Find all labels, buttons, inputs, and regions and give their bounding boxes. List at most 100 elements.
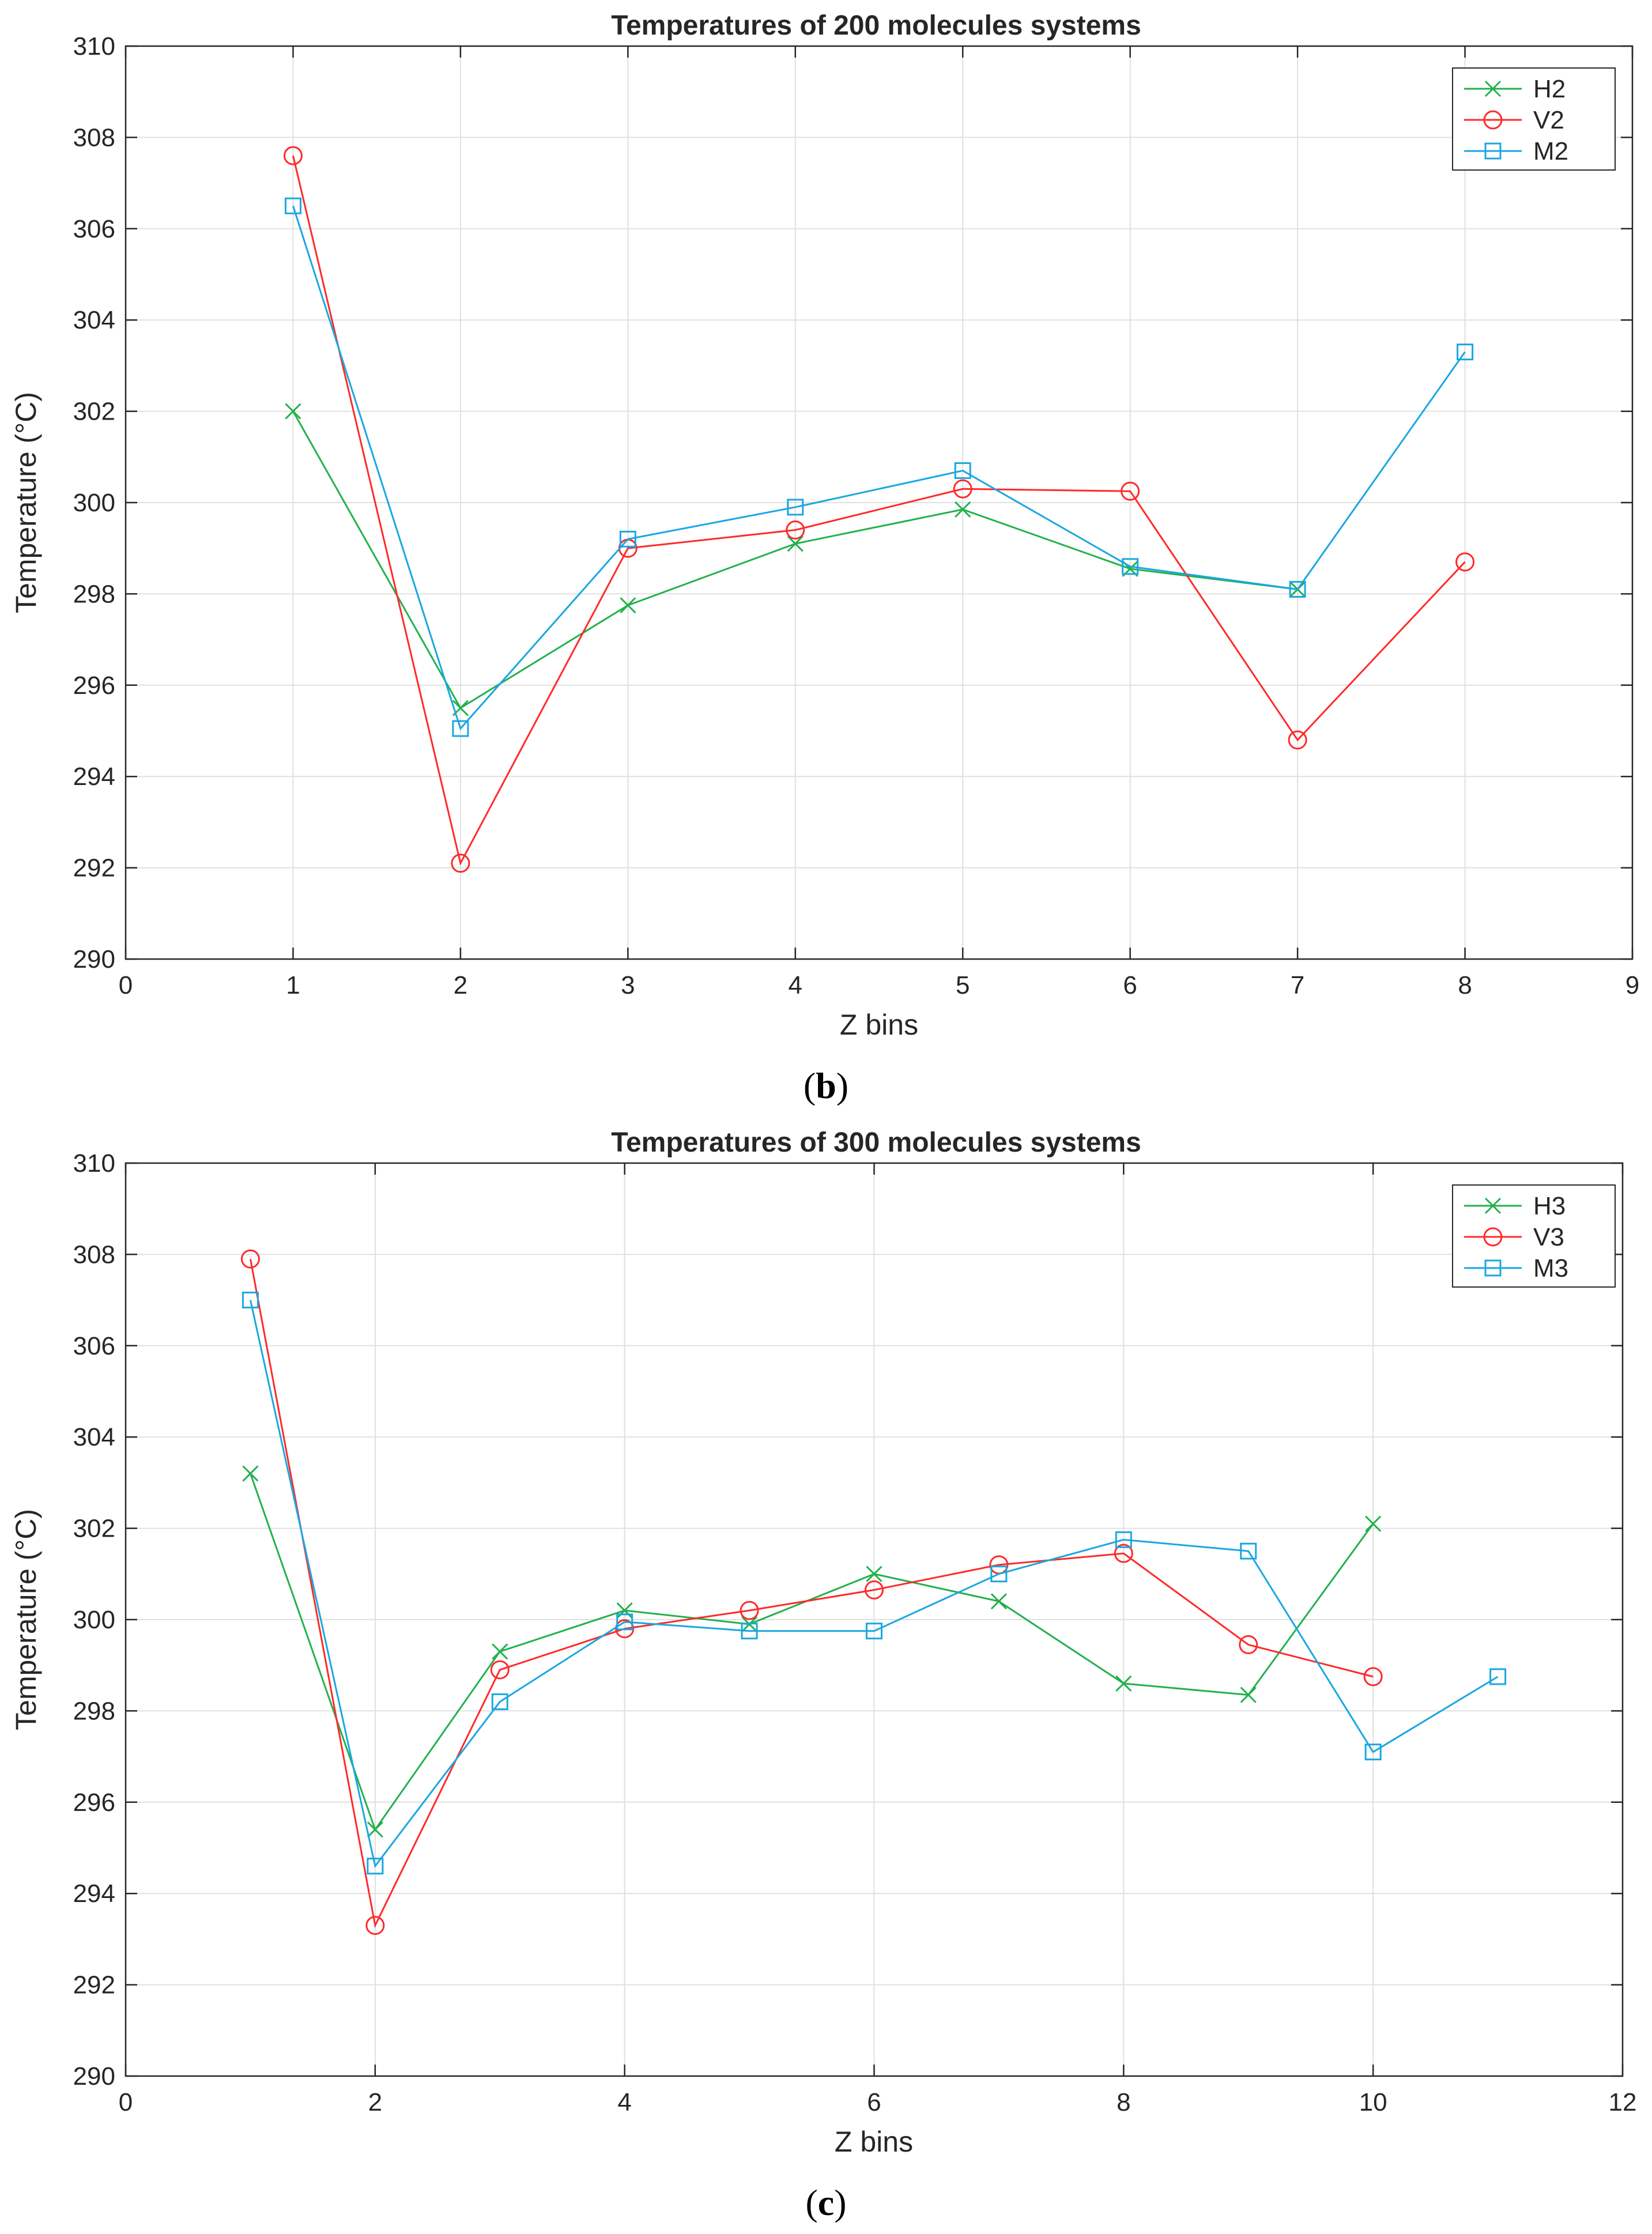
legend: H3 V3 M3 [1452,1184,1616,1288]
data-point-m2 [954,462,971,480]
data-point-h2 [955,501,971,518]
data-point-v3 [365,1916,385,1935]
data-point-v2 [786,520,805,540]
x-tick-label: 12 [1609,2088,1637,2116]
data-point-m3 [242,1292,259,1309]
x-tick-label: 7 [1291,971,1304,999]
legend-item-m3: M3 [1464,1254,1568,1282]
y-axis-label: Temperature (°C) [10,392,42,613]
series-line-m3 [249,1300,1499,1869]
data-point-m3 [491,1693,508,1711]
x-tick-label: 0 [119,971,133,999]
y-tick-label: 290 [73,2062,115,2090]
x-tick-label: 6 [1123,971,1137,999]
data-point-m3 [990,1565,1008,1583]
legend-label: V2 [1533,106,1564,134]
series-line-m2 [292,205,1466,731]
data-point-v3 [1363,1667,1383,1686]
grid-lines [125,1163,1623,2077]
data-point-h2 [285,403,301,420]
x-tick-label: 4 [617,2088,631,2116]
data-point-h2 [620,597,636,614]
series-layer [283,146,1475,873]
data-point-m3 [367,1858,384,1875]
legend-marker [1483,1227,1503,1247]
y-tick-label: 308 [73,1240,115,1269]
data-point-v2 [283,146,303,165]
data-point-v2 [1288,730,1307,750]
data-point-v3 [740,1601,759,1620]
data-point-v3 [490,1660,510,1680]
data-point-h3 [1240,1686,1257,1703]
data-point-v2 [953,479,972,499]
y-tick-label: 300 [73,1606,115,1634]
series-v2 [283,146,1475,873]
series-v3 [240,1249,1383,1935]
chart-title: Temperatures of 300 molecules systems [611,1127,1141,1158]
y-tick-label: 294 [73,1880,115,1908]
y-tick-label: 304 [73,1423,115,1451]
data-point-h3 [616,1602,633,1619]
x-tick-label: 2 [368,2088,382,2116]
x-tick-label: 1 [286,971,300,999]
y-tick-label: 310 [73,32,115,61]
y-tick-label: 290 [73,945,115,973]
y-tick-label: 296 [73,1788,115,1817]
data-point-m2 [787,499,804,516]
series-m3 [242,1292,1507,1875]
chart-200-molecules: Temperatures of 200 molecules systems 0 1… [10,10,1640,1106]
data-point-v3 [1114,1544,1133,1563]
y-tick-label: 302 [73,1515,115,1543]
data-point-v3 [615,1619,635,1639]
legend-label: H3 [1533,1192,1566,1220]
chart-title: Temperatures of 200 molecules systems [611,10,1141,41]
series-layer [240,1249,1507,1935]
y-tick-label: 298 [73,1697,115,1725]
panel-letter: b [816,1065,836,1106]
legend-item-m2: M2 [1464,137,1568,165]
ticks: 0 1 2 3 4 5 6 7 8 9 290 292 294 296 298 300 302 304 306 308… [73,32,1640,999]
y-tick-label: 292 [73,854,115,882]
y-tick-label: 292 [73,1971,115,1999]
data-point-h3 [367,1821,383,1838]
data-point-m2 [1122,558,1139,575]
legend: H2 V2 M2 [1452,67,1616,171]
x-tick-label: 10 [1359,2088,1387,2116]
data-point-m3 [1489,1668,1507,1685]
data-point-h3 [1115,1675,1132,1692]
data-point-m2 [1289,580,1306,598]
panel-caption: (c) [805,2182,846,2223]
data-point-v3 [865,1580,884,1600]
data-point-v3 [1239,1635,1258,1655]
series-line-v2 [292,155,1466,866]
grid-lines [125,46,1633,960]
x-tick-label: 5 [956,971,970,999]
y-tick-label: 298 [73,580,115,608]
legend-item-h2: H2 [1464,75,1566,103]
data-point-h3 [242,1465,259,1482]
x-axis-label: Z bins [840,1009,918,1041]
y-tick-label: 306 [73,215,115,243]
legend-marker [1484,80,1502,97]
legend-label: V3 [1533,1223,1564,1251]
data-point-m3 [1364,1744,1382,1761]
data-point-h3 [990,1593,1007,1610]
y-tick-label: 302 [73,398,115,426]
y-axis-label: Temperature (°C) [10,1509,42,1730]
legend-marker [1483,110,1503,130]
data-point-v2 [1455,552,1475,572]
x-tick-label: 8 [1117,2088,1130,2116]
panel-letter: c [818,2182,834,2223]
x-tick-label: 0 [119,2088,133,2116]
ticks: 0 2 4 6 8 10 12 290 292 294 296 298 300 302 304 306 308 3… [73,1149,1637,2116]
series-m2 [284,197,1474,737]
data-point-m3 [1240,1542,1257,1560]
data-point-v2 [451,854,470,873]
data-point-m3 [616,1613,633,1631]
x-tick-label: 3 [621,971,635,999]
legend-item-v2: V2 [1464,106,1564,134]
data-point-m3 [866,1622,882,1640]
x-tick-label: 2 [454,971,467,999]
legend-label: M3 [1533,1254,1568,1282]
